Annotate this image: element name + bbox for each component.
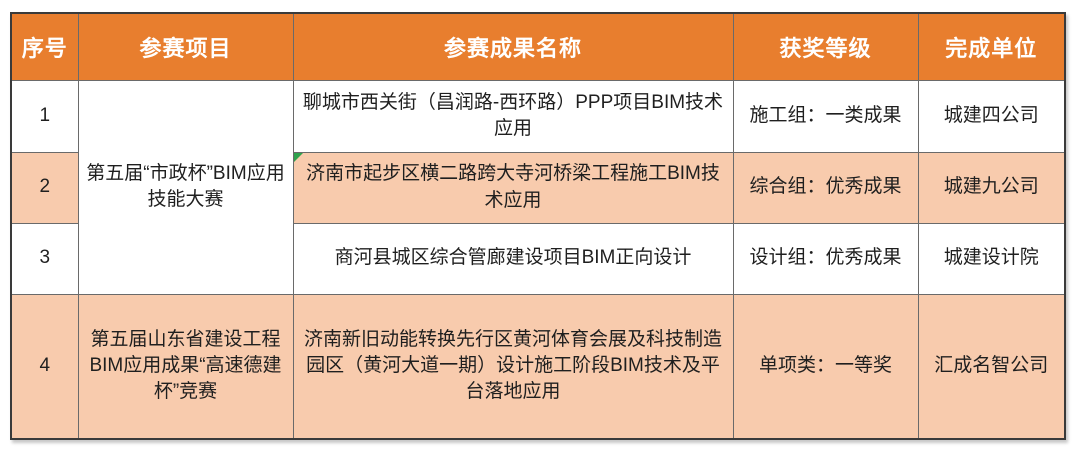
- cell-award-level: 设计组：优秀成果: [732, 222, 919, 295]
- header-project: 参赛项目: [77, 12, 294, 81]
- cell-result-name: 商河县城区综合管廊建设项目BIM正向设计: [292, 222, 734, 295]
- cell-seq-no: 2: [10, 151, 79, 224]
- bim-awards-table: 序号 参赛项目 参赛成果名称 获奖等级 完成单位 1 第五届“市政杯”BIM应用…: [10, 12, 1066, 440]
- cell-unit: 城建设计院: [917, 222, 1066, 295]
- table-row-2: 2 济南市起步区横二路跨大寺河桥梁工程施工BIM技术应用 综合组：优秀成果 城建…: [10, 151, 1066, 224]
- cell-result-text: 济南市起步区横二路跨大寺河桥梁工程施工BIM技术应用: [306, 163, 720, 211]
- cell-award-level: 综合组：优秀成果: [732, 151, 919, 224]
- header-award-level: 获奖等级: [732, 12, 919, 81]
- cell-unit: 汇成名智公司: [917, 293, 1066, 440]
- cell-project: 第五届山东省建设工程BIM应用成果“高速德建杯”竞赛: [77, 293, 294, 440]
- error-indicator-icon: [294, 153, 303, 162]
- header-seq-no: 序号: [10, 12, 79, 81]
- cell-result-name: 济南市起步区横二路跨大寺河桥梁工程施工BIM技术应用: [292, 151, 734, 224]
- table-row-4: 4 第五届山东省建设工程BIM应用成果“高速德建杯”竞赛 济南新旧动能转换先行区…: [10, 293, 1066, 440]
- table-row-1: 1 第五届“市政杯”BIM应用技能大赛 聊城市西关街（昌润路-西环路）PPP项目…: [10, 79, 1066, 295]
- table-row-3: 3 商河县城区综合管廊建设项目BIM正向设计 设计组：优秀成果 城建设计院: [10, 222, 1066, 295]
- header-result-name: 参赛成果名称: [292, 12, 734, 81]
- cell-project-merged: 第五届“市政杯”BIM应用技能大赛: [77, 79, 294, 295]
- cell-unit: 城建四公司: [917, 79, 1066, 153]
- cell-seq-no: 1: [10, 79, 79, 153]
- cell-unit: 城建九公司: [917, 151, 1066, 224]
- cell-result-name: 聊城市西关街（昌润路-西环路）PPP项目BIM技术应用: [292, 79, 734, 153]
- cell-award-level: 施工组：一类成果: [732, 79, 919, 153]
- cell-award-level: 单项类：一等奖: [732, 293, 919, 440]
- header-unit: 完成单位: [917, 12, 1066, 81]
- cell-seq-no: 3: [10, 222, 79, 295]
- cell-result-name: 济南新旧动能转换先行区黄河体育会展及科技制造园区（黄河大道一期）设计施工阶段BI…: [292, 293, 734, 440]
- cell-seq-no: 4: [10, 293, 79, 440]
- header-row: 序号 参赛项目 参赛成果名称 获奖等级 完成单位: [10, 12, 1066, 81]
